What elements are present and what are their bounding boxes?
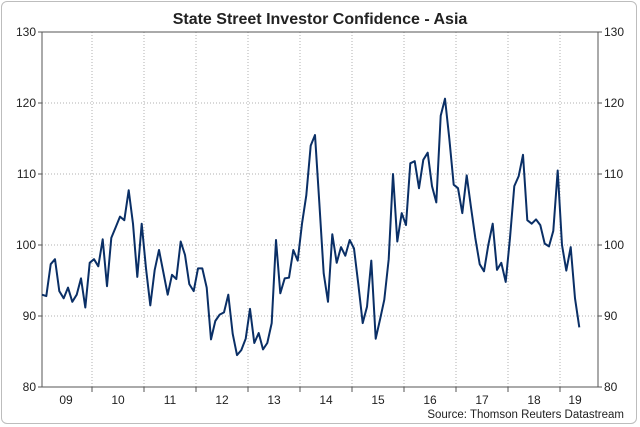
chart-title: State Street Investor Confidence - Asia [173,11,468,28]
series-line [41,97,581,357]
x-tick-label: 17 [475,393,489,407]
y-tick-label-right: 110 [604,167,623,181]
y-tick-label-right: 120 [604,96,624,110]
source-note: Source: Thomson Reuters Datastream [427,409,624,421]
y-tick-label-left: 130 [16,25,36,39]
y-tick-label-left: 80 [23,380,37,394]
y-tick-label-right: 100 [604,238,624,252]
x-tick-label: 18 [527,393,541,407]
y-tick-label-left: 90 [23,309,37,323]
x-tick-label: 11 [164,393,177,407]
x-tick-label: 10 [111,393,125,407]
y-tick-label-right: 90 [604,309,618,323]
y-tick-label-right: 130 [604,25,624,39]
y-tick-label-left: 110 [17,167,36,181]
x-tick-label: 19 [568,393,582,407]
y-tick-label-left: 120 [16,96,36,110]
x-tick-label: 15 [371,393,385,407]
y-tick-label-left: 100 [16,238,36,252]
y-tick-label-right: 80 [604,380,618,394]
x-tick-label: 14 [319,393,333,407]
x-tick-label: 09 [59,393,73,407]
x-tick-label: 12 [215,393,229,407]
x-tick-label: 13 [267,393,281,407]
x-tick-label: 16 [423,393,437,407]
plot-area [41,31,599,388]
